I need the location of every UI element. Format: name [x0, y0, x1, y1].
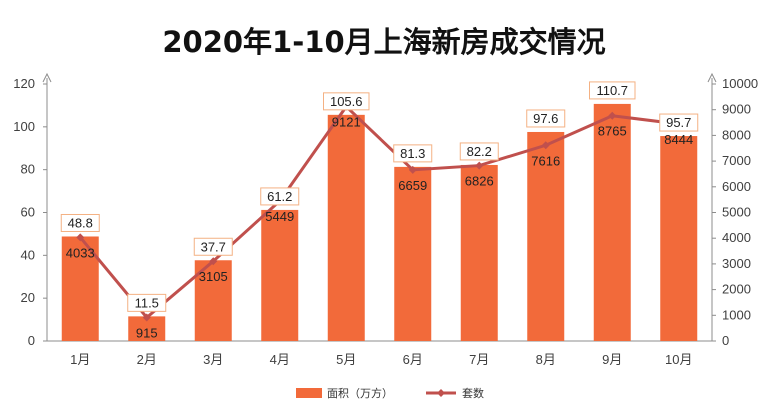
x-tick-label: 1月 [70, 352, 90, 367]
x-tick-label: 7月 [469, 352, 489, 367]
line-series [76, 102, 683, 322]
bar [527, 131, 565, 341]
chart-title: 2020年1-10月上海新房成交情况 [162, 25, 605, 59]
left-tick-label: 60 [21, 205, 35, 220]
bar-value-label: 48.8 [68, 215, 93, 230]
bar-value-label-box [193, 237, 233, 256]
data-labels: 48.8 11.5 37.7 61.2 105.6 81.3 82.2 97.6 110.7 95… [60, 81, 699, 340]
bar-value-label: 82.2 [467, 144, 492, 159]
legend-line-label: 套数 [462, 387, 484, 400]
legend-bar-label: 面积（万方） [327, 386, 393, 400]
bar-value-label-box [459, 142, 499, 161]
bar [593, 103, 631, 341]
bar-value-label: 97.6 [533, 111, 558, 126]
bar-value-label-box [260, 187, 300, 206]
bar-value-label: 95.7 [666, 115, 691, 130]
legend-bar-swatch [296, 388, 322, 398]
bar [660, 136, 698, 341]
right-tick-label: 1000 [722, 307, 751, 322]
legend: 面积（万方） 套数 [296, 386, 484, 400]
line-value-label: 7616 [531, 153, 560, 168]
left-tick-label: 20 [21, 290, 35, 305]
x-tick-label: 4月 [270, 352, 290, 367]
left-tick-label: 0 [28, 333, 35, 348]
line-value-label: 4033 [66, 245, 95, 260]
legend-line-marker [437, 389, 445, 397]
line-value-label: 6826 [465, 174, 494, 189]
left-tick-label: 80 [21, 162, 35, 177]
line-value-label: 9121 [332, 115, 361, 130]
line-value-label: 3105 [199, 269, 228, 284]
line-value-label: 915 [136, 325, 158, 340]
left-tick-label: 120 [13, 76, 35, 91]
left-tick-label: 100 [13, 119, 35, 134]
x-tick-label: 9月 [602, 352, 622, 367]
right-tick-label: 8000 [722, 127, 751, 142]
right-tick-label: 2000 [722, 282, 751, 297]
bar-value-label: 105.6 [330, 94, 363, 109]
axes: 0 20 40 60 80 100 120 0 1000 2000 3000 4000 5000 6000… [13, 72, 758, 367]
x-tick-label: 2月 [137, 352, 157, 367]
line-point [475, 161, 484, 170]
bar-value-label-box [526, 109, 566, 128]
bar-value-label: 61.2 [267, 189, 292, 204]
line-point [142, 313, 151, 322]
bar-series [61, 103, 698, 341]
x-tick-label: 8月 [536, 352, 556, 367]
line-point [76, 233, 85, 242]
left-tick-label: 40 [21, 247, 35, 262]
line-value-label: 6659 [398, 178, 427, 193]
line-value-label: 8765 [598, 124, 627, 139]
bar-value-label: 81.3 [400, 146, 425, 161]
x-tick-label: 3月 [203, 352, 223, 367]
right-tick-label: 9000 [722, 102, 751, 117]
right-tick-label: 3000 [722, 256, 751, 271]
right-axis-arrow [707, 72, 717, 83]
bar [394, 166, 432, 341]
right-tick-label: 7000 [722, 153, 751, 168]
line-point [608, 111, 617, 120]
bar-value-label-box [393, 144, 433, 163]
line-path [79, 104, 679, 320]
right-tick-label: 4000 [722, 230, 751, 245]
line-value-label: 5449 [265, 209, 294, 224]
bar-value-label: 11.5 [135, 295, 159, 310]
x-tick-label: 6月 [403, 352, 423, 367]
bar-value-label-box [127, 293, 167, 312]
line-point [408, 165, 417, 174]
bar-value-label-box [659, 113, 699, 132]
bar-value-label: 110.7 [596, 83, 628, 98]
left-axis-arrow [42, 72, 52, 83]
line-point [209, 257, 218, 266]
bar [194, 260, 232, 341]
right-tick-label: 10000 [722, 76, 758, 91]
bar-value-label-box [589, 81, 636, 100]
right-tick-label: 0 [722, 333, 729, 348]
bar [460, 164, 498, 341]
line-value-label: 8444 [664, 132, 693, 147]
x-tick-label: 10月 [665, 352, 692, 367]
bar-value-label: 37.7 [201, 239, 226, 254]
right-tick-label: 5000 [722, 205, 751, 220]
bar [261, 209, 299, 341]
x-tick-label: 5月 [336, 352, 356, 367]
bar-value-label-box [323, 92, 370, 111]
line-point [541, 141, 550, 150]
right-tick-label: 6000 [722, 179, 751, 194]
bar [327, 114, 365, 341]
bar-value-label-box [60, 213, 100, 232]
